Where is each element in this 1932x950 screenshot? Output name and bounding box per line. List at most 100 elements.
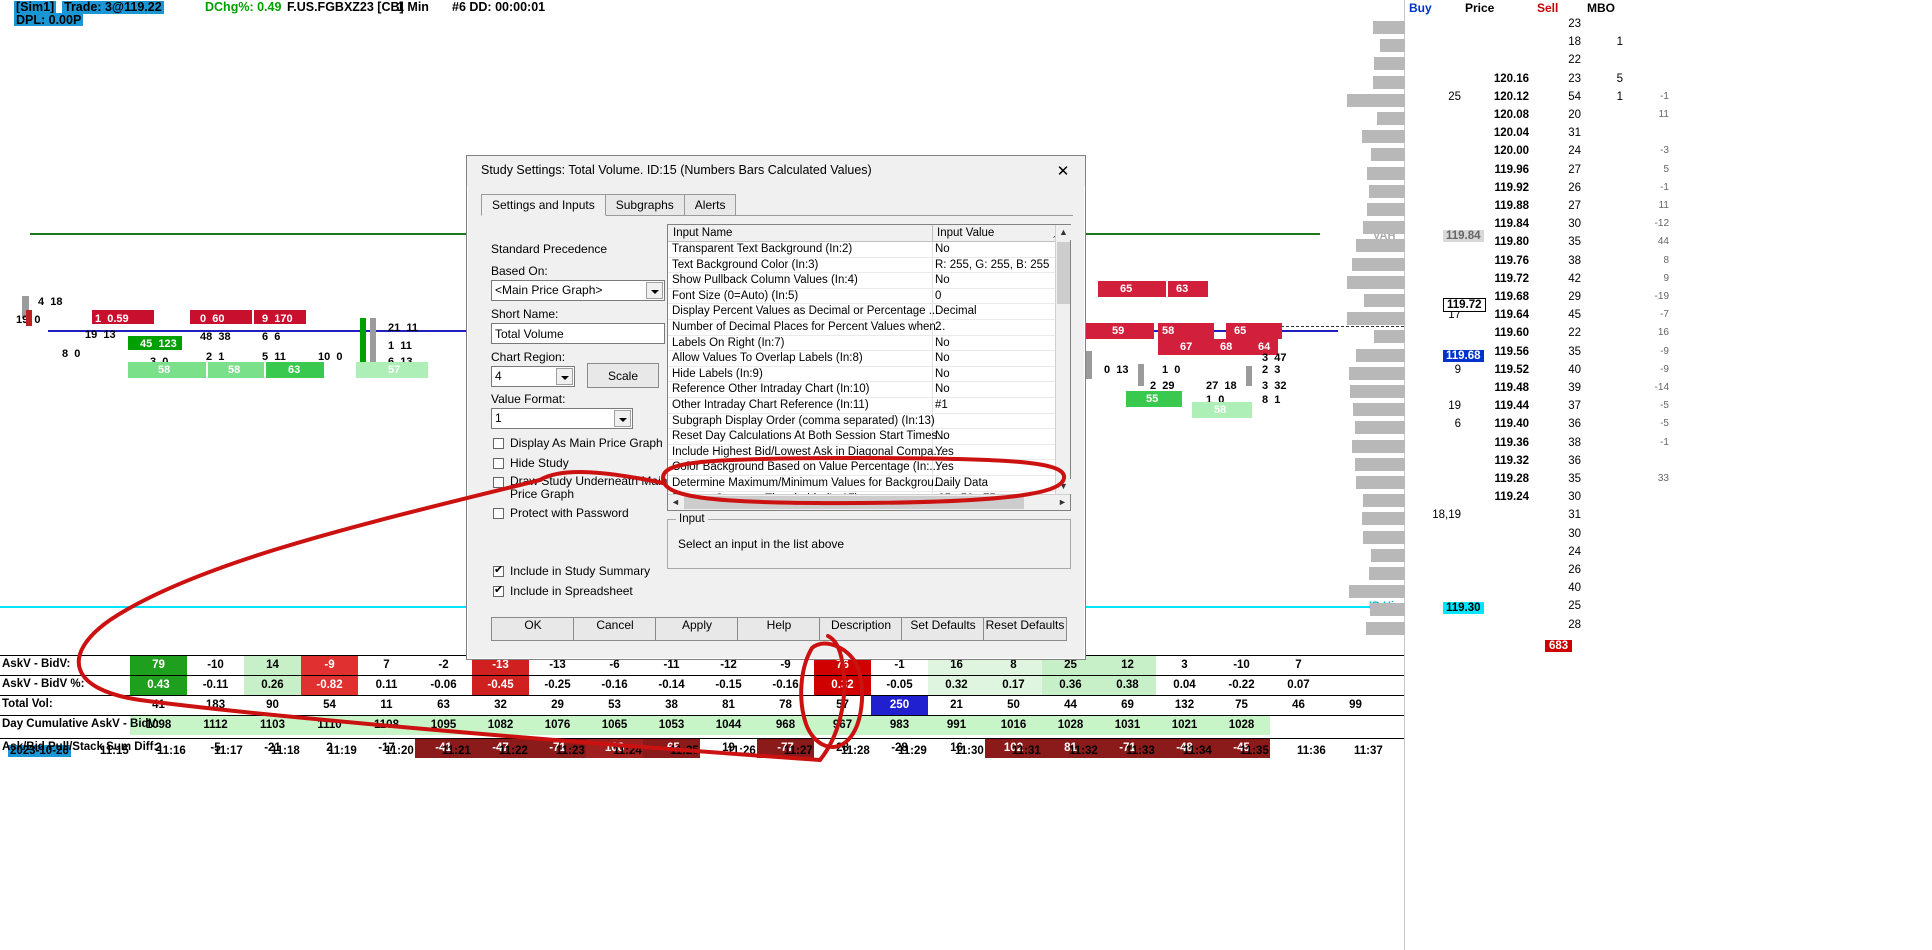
ladder-row[interactable]: 26 [1405,564,1932,582]
ladder-sell[interactable]: 31 [1568,127,1581,140]
ladder-price[interactable]: 119.28 [1494,473,1529,485]
ladder-price[interactable]: 119.64 [1494,309,1529,322]
ladder-price[interactable]: 119.84 [1494,218,1529,231]
bottom-study-table[interactable]: AskV - BidV: AskV - BidV %: Total Vol: D… [0,655,1404,950]
ladder-price[interactable]: 119.44 [1494,400,1529,413]
inputs-list[interactable]: Input Name Input Value ︿ Transparent Tex… [667,224,1071,511]
scroll-right-icon[interactable]: ► [1058,497,1067,507]
cancel-button[interactable]: Cancel [573,617,657,641]
ladder-price[interactable]: 120.00 [1493,145,1529,158]
inputs-list-body[interactable]: Transparent Text Background (In:2) No Text… [668,242,1070,494]
ladder-row[interactable]: 28 [1405,619,1932,637]
ladder-sell[interactable]: 54 [1568,90,1581,103]
ladder-price[interactable]: 119.32 [1494,454,1529,467]
based-on-combo[interactable]: <Main Price Graph> [491,280,665,301]
ladder-row[interactable]: 119.72 42 9 [1405,273,1932,291]
list-row[interactable]: Display Percent Values as Decimal or Per… [668,304,1070,320]
chart-region-combo[interactable]: 4 [491,366,575,387]
ladder-sell[interactable]: 26 [1568,564,1581,576]
list-row[interactable]: Number of Decimal Places for Percent Val… [668,320,1070,336]
checkbox-box[interactable] [493,508,504,519]
ladder-sell[interactable]: 23 [1568,18,1581,30]
list-row[interactable]: Allow Values To Overlap Labels (In:8) No [668,351,1070,367]
ladder-row[interactable]: 119.84 30 -12 [1405,218,1932,236]
ladder-row[interactable]: 40 [1405,582,1932,600]
ladder-price[interactable]: 120.12 [1493,90,1529,103]
ladder-row[interactable]: 119.36 38 -1 [1405,437,1932,455]
scale-button[interactable]: Scale [587,363,659,388]
list-row[interactable]: Font Size (0=Auto) (In:5) 0 [668,289,1070,305]
ladder-buy[interactable]: 6 [1454,418,1461,431]
column-divider[interactable] [932,225,933,242]
ladder-sell[interactable]: 22 [1568,327,1581,340]
ladder-sell[interactable]: 23 [1568,72,1581,85]
list-row[interactable]: Reset Day Calculations At Both Session S… [668,429,1070,445]
description-button[interactable]: Description [819,617,903,641]
ladder-price[interactable]: 119.72 [1494,272,1529,285]
ladder-row[interactable]: 22 [1405,54,1932,72]
list-row[interactable]: Transparent Text Background (In:2) No [668,242,1070,258]
ladder-row[interactable]: 30 [1405,528,1932,546]
ladder-sell[interactable]: 40 [1568,363,1581,376]
ladder-sell[interactable]: 24 [1568,145,1581,158]
ladder-row[interactable]: 119.24 30 [1405,491,1932,509]
ladder-price[interactable]: 119.36 [1494,436,1529,449]
ladder-sell[interactable]: 30 [1568,491,1581,504]
help-button[interactable]: Help [737,617,821,641]
ladder-price[interactable]: 120.16 [1493,72,1529,85]
checkbox-box[interactable] [493,458,504,469]
close-icon[interactable]: ✕ [1056,163,1070,180]
price-ladder-panel[interactable]: Buy Price Sell MBO 23 18 1 22 120.16 23 5 25 120… [1347,0,1932,950]
ladder-row[interactable]: 119.56 35 -9 [1405,346,1932,364]
ladder-buy[interactable]: 9 [1454,363,1461,376]
ladder-sell[interactable]: 18 [1568,36,1581,49]
chevron-down-icon[interactable] [614,410,631,427]
ladder-buy[interactable]: 19 [1448,400,1461,413]
ladder-sell[interactable]: 30 [1568,527,1581,540]
list-row[interactable]: Reference Other Intraday Chart (In:10) No [668,382,1070,398]
ladder-sell[interactable]: 35 [1568,236,1581,249]
scroll-thumb[interactable] [1057,242,1070,304]
reset-defaults-button[interactable]: Reset Defaults [983,617,1067,641]
ladder-row[interactable]: 119.60 22 16 [1405,327,1932,345]
ladder-row[interactable]: 120.00 24 -3 [1405,145,1932,163]
ladder-sell[interactable]: 27 [1568,163,1581,176]
list-row[interactable]: Include Highest Bid/Lowest Ask in Diagon… [668,445,1070,461]
list-row[interactable]: Determine Maximum/Minimum Values for Bac… [668,476,1070,492]
ok-button[interactable]: OK [491,617,575,641]
ladder-price[interactable]: 119.80 [1494,236,1529,249]
ladder-row[interactable]: 18,19 31 [1405,509,1932,527]
list-row[interactable]: Hide Labels (In:9) No [668,367,1070,383]
dialog-tabs[interactable]: Settings and Inputs Subgraphs Alerts [481,194,737,216]
ladder-sell[interactable]: 29 [1568,291,1581,303]
tab-alerts[interactable]: Alerts [683,194,737,216]
scroll-thumb-horizontal[interactable] [684,496,1024,509]
list-row[interactable]: Labels On Right (In:7) No [668,336,1070,352]
ladder-row[interactable]: 120.16 23 5 [1405,73,1932,91]
ladder-sell[interactable]: 24 [1568,545,1581,558]
ladder-sell[interactable]: 37 [1568,400,1581,413]
ladder-row[interactable]: 120.04 31 [1405,127,1932,145]
ladder-price[interactable]: 119.60 [1494,327,1529,340]
ladder-price[interactable]: 119.76 [1494,254,1529,267]
checkbox-box[interactable] [493,477,504,488]
ladder-sell[interactable]: 35 [1568,345,1581,358]
study-settings-dialog[interactable]: Study Settings: Total Volume. ID:15 (Num… [466,155,1086,660]
ladder-row[interactable]: 119.88 27 11 [1405,200,1932,218]
ladder-sell[interactable]: 20 [1568,109,1581,121]
ladder-sell[interactable]: 40 [1568,582,1581,595]
apply-button[interactable]: Apply [655,617,739,641]
list-row[interactable]: Subgraph Display Order (comma separated)… [668,414,1070,430]
ladder-price[interactable]: 119.96 [1494,163,1529,176]
ladder-buy[interactable]: 18,19 [1432,509,1461,522]
column-header-input-name[interactable]: Input Name [673,227,733,239]
ladder-row[interactable]: 25 120.12 54 1 -1 [1405,91,1932,109]
ladder-row[interactable]: 119.92 26 -1 [1405,182,1932,200]
ladder-price[interactable]: 119.40 [1494,418,1529,431]
list-row[interactable]: Show Pullback Column Values (In:4) No [668,273,1070,289]
ladder-sell[interactable]: 26 [1568,181,1581,194]
ladder-row[interactable]: 119.76 38 8 [1405,255,1932,273]
tab-subgraphs[interactable]: Subgraphs [604,194,685,216]
checkbox-box[interactable] [493,583,504,597]
checkbox-box[interactable] [493,438,504,449]
